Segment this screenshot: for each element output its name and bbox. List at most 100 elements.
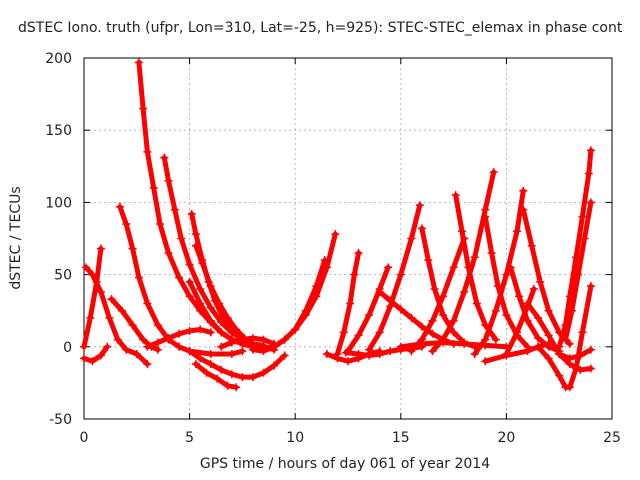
data-point [206, 282, 215, 291]
data-point [96, 351, 105, 360]
data-point [555, 371, 564, 380]
series-2 [80, 342, 112, 366]
x-tick-label: 25 [603, 430, 621, 446]
data-point [375, 287, 384, 296]
data-point [196, 354, 205, 363]
data-point [491, 306, 500, 315]
data-point [153, 321, 162, 330]
data-point [202, 368, 211, 377]
data-point [191, 230, 200, 239]
data-point [449, 316, 458, 325]
data-point [280, 351, 289, 360]
data-point [164, 248, 173, 257]
data-point [280, 335, 289, 344]
data-point [160, 153, 169, 162]
data-point [80, 342, 88, 351]
data-point [143, 147, 152, 156]
data-point [578, 212, 587, 221]
data-point [227, 350, 236, 359]
series-15 [248, 230, 340, 356]
data-point [396, 270, 405, 279]
data-point [156, 220, 165, 229]
data-point [198, 259, 207, 268]
data-point [375, 350, 384, 359]
data-point [481, 335, 490, 344]
data-point [185, 347, 194, 356]
series-line [408, 236, 467, 354]
data-point [580, 234, 589, 243]
data-point [88, 357, 97, 366]
data-point [586, 198, 595, 207]
data-point [354, 331, 363, 340]
data-point [487, 248, 496, 257]
data-point [574, 270, 583, 279]
data-point [565, 354, 574, 363]
data-point [170, 205, 179, 214]
series-36 [555, 146, 595, 351]
series-line [482, 214, 530, 350]
data-point [153, 338, 162, 347]
y-tick-label: 100 [45, 195, 72, 211]
data-point [270, 342, 279, 351]
data-point [320, 256, 329, 265]
data-point [439, 311, 448, 320]
data-point [460, 339, 469, 348]
chart-title: dSTEC Iono. truth (ufpr, Lon=310, Lat=-2… [18, 20, 623, 36]
data-point [519, 205, 528, 214]
data-point [217, 342, 226, 351]
y-tick-label: 50 [54, 268, 72, 284]
data-point [561, 335, 570, 344]
data-point [430, 285, 439, 294]
data-point [502, 311, 511, 320]
data-point [196, 325, 205, 334]
data-point [344, 357, 352, 366]
data-point [213, 374, 222, 383]
series-line [81, 246, 104, 350]
data-point [417, 224, 426, 233]
data-point [232, 325, 241, 334]
series-37 [561, 198, 595, 344]
data-point [417, 335, 426, 344]
data-point [187, 209, 196, 218]
series-6 [134, 58, 279, 353]
data-point [191, 241, 200, 250]
data-point [128, 321, 137, 330]
data-point [386, 302, 395, 311]
series-38 [555, 345, 595, 363]
data-point [185, 277, 194, 286]
data-point [149, 183, 158, 192]
data-point [472, 299, 481, 308]
data-point [534, 334, 543, 343]
data-point [586, 345, 595, 354]
series-3 [82, 263, 152, 369]
data-point [365, 311, 374, 320]
data-point [586, 146, 595, 155]
series-35 [534, 282, 595, 392]
data-point [132, 350, 141, 359]
series-line [472, 188, 526, 357]
data-point [153, 345, 162, 354]
data-point [206, 360, 215, 369]
x-tick-label: 0 [80, 430, 89, 446]
data-point [259, 347, 268, 356]
data-point [565, 339, 574, 348]
data-point [350, 270, 359, 279]
data-point [143, 342, 152, 351]
data-point [259, 368, 268, 377]
data-point [354, 248, 363, 257]
series-27 [428, 168, 498, 356]
series-line [81, 344, 110, 364]
data-point [536, 277, 545, 286]
data-point [519, 186, 528, 195]
data-point [396, 342, 405, 351]
data-point [572, 364, 581, 373]
data-point [143, 299, 152, 308]
data-point [238, 373, 247, 382]
series-28 [481, 212, 532, 351]
data-point [534, 313, 543, 322]
series-14 [217, 334, 279, 351]
data-point [122, 345, 131, 354]
data-point [96, 244, 105, 253]
data-point [515, 292, 524, 301]
data-point [217, 328, 226, 337]
